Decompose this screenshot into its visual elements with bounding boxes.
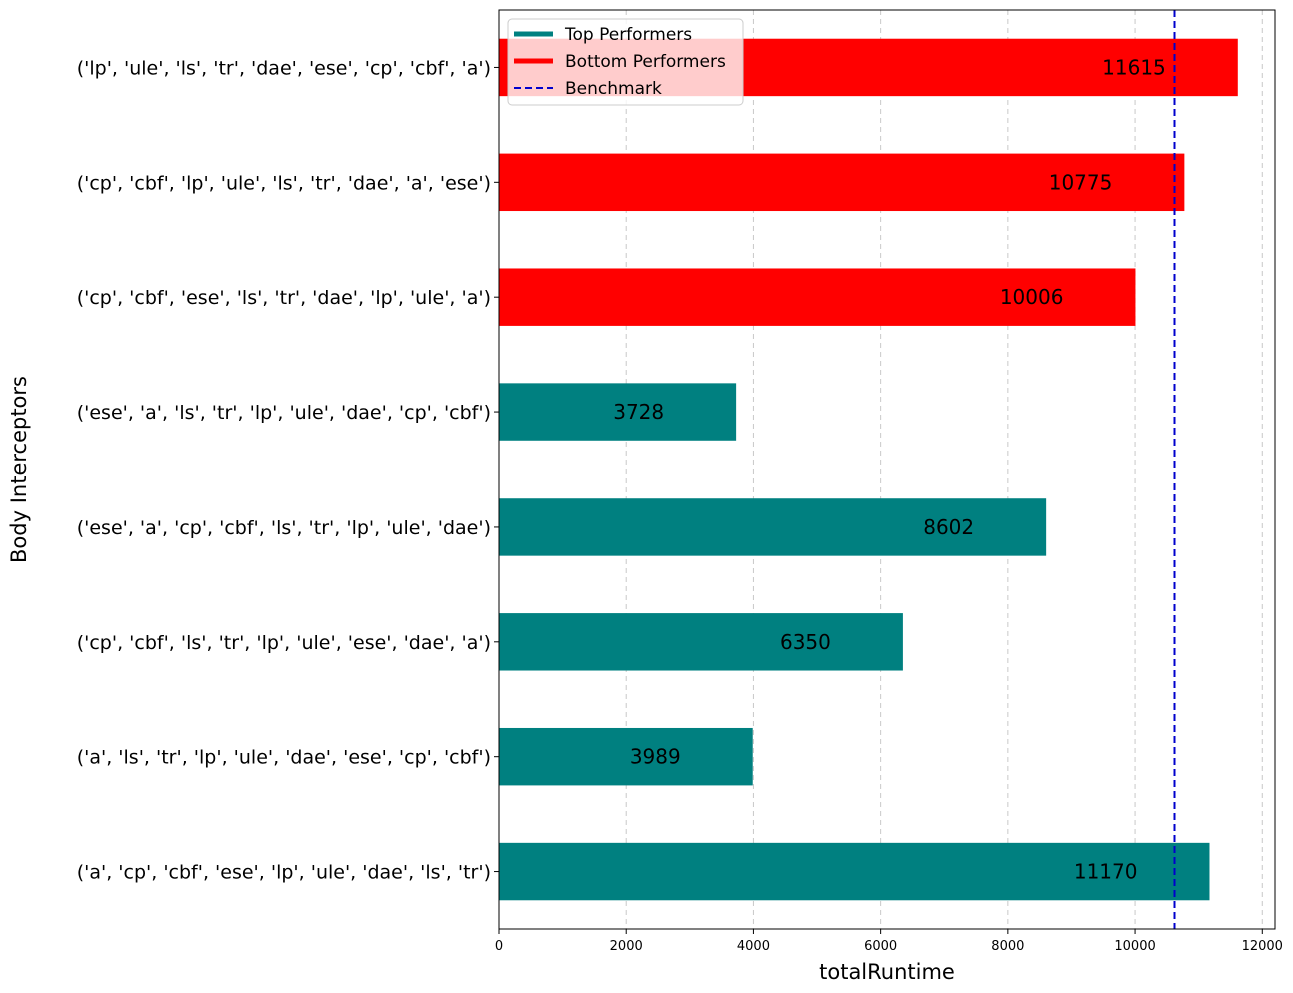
x-tick-label: 0 [495,939,503,954]
y-tick-label: ('a', 'cp', 'cbf', 'ese', 'lp', 'ule', '… [77,862,491,884]
bar [499,383,737,441]
bar [499,727,753,786]
bar-value-label: 6350 [780,630,831,654]
bar [499,613,903,671]
bar [499,842,1210,901]
x-axis-title: totalRuntime [819,960,955,984]
legend-box [507,18,744,106]
bar-value-label: 3989 [630,745,681,769]
y-tick-label: ('cp', 'cbf', 'lp', 'ule', 'ls', 'tr', '… [77,172,491,194]
bar-value-label: 10775 [1049,170,1113,194]
y-tick-label: ('a', 'ls', 'tr', 'lp', 'ule', 'dae', 'e… [77,747,491,769]
legend-label: Bottom Performers [565,52,726,72]
bar [499,498,1047,556]
x-tick-label: 2000 [610,939,643,954]
x-tick-label: 6000 [864,939,897,954]
bar [499,268,1136,326]
plot-frame [498,9,1276,930]
bar-value-label: 11615 [1102,55,1166,79]
legend-label: Top Performers [564,25,692,45]
bar-value-label: 8602 [923,515,974,539]
y-tick-label: ('ese', 'a', 'ls', 'tr', 'lp', 'ule', 'd… [77,402,491,424]
y-tick-label: ('ese', 'a', 'cp', 'cbf', 'ls', 'tr', 'l… [77,517,491,539]
x-tick-label: 4000 [737,939,770,954]
y-tick-label: ('cp', 'cbf', 'ls', 'tr', 'lp', 'ule', '… [77,632,491,654]
bar [499,153,1185,212]
bar-value-label: 3728 [613,400,664,424]
bar-value-label: 10006 [1000,285,1064,309]
bar-value-label: 11170 [1074,860,1138,884]
x-tick-label: 10000 [1114,939,1155,954]
legend-label: Benchmark [565,79,662,99]
y-axis-title: Body Interceptors [7,376,31,563]
x-tick-label: 8000 [991,939,1024,954]
x-tick-label: 12000 [1242,939,1283,954]
y-tick-label: ('cp', 'cbf', 'ese', 'ls', 'tr', 'dae', … [77,287,491,309]
y-tick-label: ('lp', 'ule', 'ls', 'tr', 'dae', 'ese', … [77,57,491,79]
